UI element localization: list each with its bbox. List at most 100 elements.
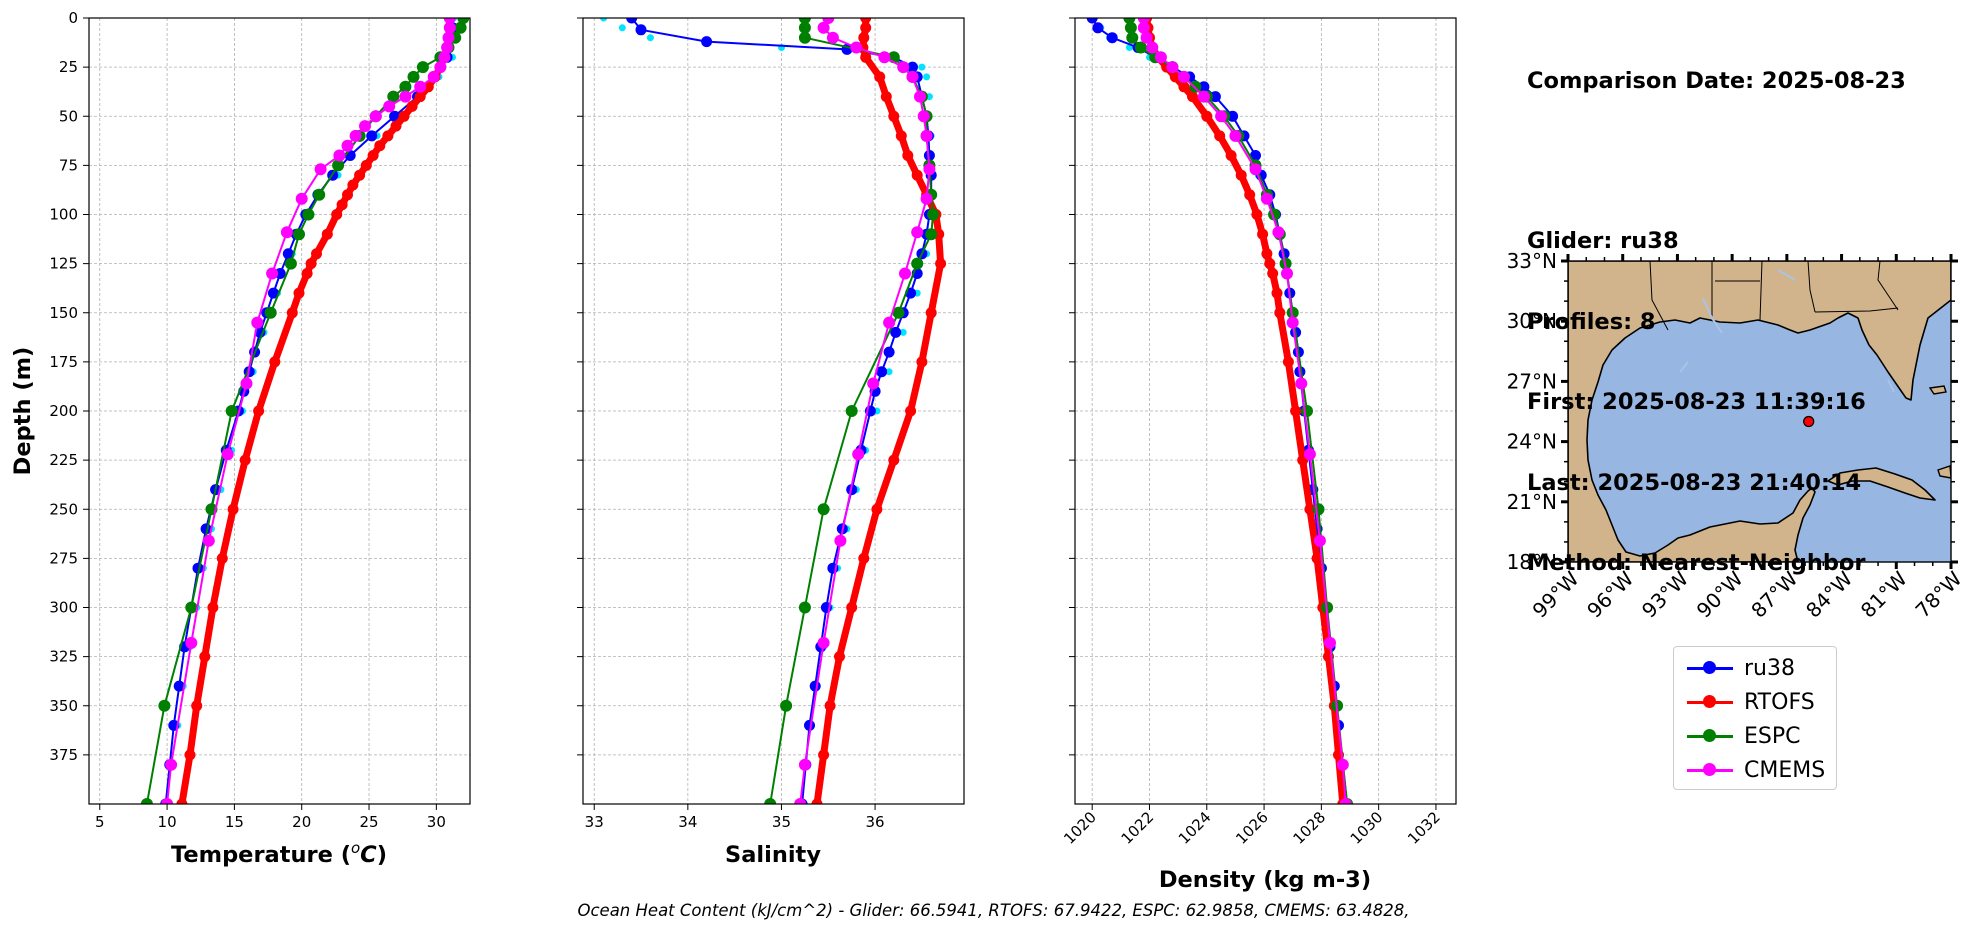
data-point-rtofs bbox=[390, 120, 402, 132]
location-map: 33°N30°N27°N24°N21°N18°N 99°W96°W93°W90°… bbox=[1507, 249, 1967, 623]
data-point-rtofs bbox=[905, 405, 917, 417]
data-point-rtofs bbox=[1271, 287, 1283, 299]
data-point-cmems bbox=[240, 377, 253, 390]
legend-swatch-rtofs bbox=[1684, 689, 1736, 715]
temperature-xlabel-unit: C bbox=[360, 842, 377, 868]
data-point-rtofs bbox=[269, 356, 281, 368]
map-land bbox=[1568, 261, 1951, 562]
data-point-ru38-extra bbox=[918, 63, 926, 71]
data-point-cmems bbox=[878, 51, 891, 64]
data-point-cmems bbox=[850, 41, 863, 54]
data-point-cmems bbox=[1137, 18, 1150, 24]
data-point-rtofs bbox=[1282, 356, 1294, 368]
data-point-ru38 bbox=[890, 326, 902, 338]
density-grid bbox=[1075, 17, 1456, 804]
data-point-cmems bbox=[798, 758, 811, 771]
data-point-espc bbox=[927, 208, 940, 221]
x-tick-label: 1028 bbox=[1289, 808, 1329, 848]
x-tick-label: 1024 bbox=[1175, 808, 1215, 848]
data-point-cmems bbox=[923, 163, 936, 176]
data-point-cmems bbox=[1295, 377, 1308, 390]
data-point-espc bbox=[225, 405, 238, 417]
legend-item-cmems: CMEMS bbox=[1684, 757, 1825, 783]
y-tick-label: 275 bbox=[49, 549, 78, 567]
data-point-cmems bbox=[1272, 226, 1285, 239]
data-point-rtofs bbox=[347, 179, 359, 191]
data-point-rtofs bbox=[286, 307, 298, 319]
data-point-cmems bbox=[266, 267, 279, 280]
legend-item-espc: ESPC bbox=[1684, 723, 1801, 749]
data-point-ru38-extra bbox=[923, 73, 931, 81]
data-point-cmems bbox=[1303, 448, 1316, 461]
data-point-cmems bbox=[442, 31, 455, 44]
data-point-rtofs bbox=[1311, 552, 1323, 564]
data-point-rtofs bbox=[1187, 91, 1198, 103]
data-point-rtofs bbox=[860, 51, 872, 63]
data-point-cmems bbox=[438, 51, 451, 64]
data-point-cmems bbox=[161, 798, 174, 804]
data-point-rtofs bbox=[888, 110, 900, 122]
data-point-cmems bbox=[914, 90, 926, 103]
data-point-cmems bbox=[314, 163, 327, 176]
y-tick-label: 175 bbox=[49, 353, 78, 371]
y-tick-label: 150 bbox=[49, 304, 78, 322]
data-point-espc bbox=[798, 601, 811, 614]
data-point-cmems bbox=[834, 534, 847, 547]
data-point-cmems bbox=[1281, 267, 1293, 280]
data-point-rtofs bbox=[1267, 268, 1279, 279]
data-point-ru38 bbox=[274, 268, 286, 279]
data-point-rtofs bbox=[1214, 130, 1226, 142]
legend-item-ru38: ru38 bbox=[1684, 655, 1795, 681]
legend-label-cmems: CMEMS bbox=[1744, 757, 1826, 783]
legend-swatch-espc bbox=[1684, 723, 1736, 749]
method: Method: Nearest-Neighbor bbox=[1527, 549, 1866, 576]
data-point-rtofs bbox=[895, 130, 907, 142]
data-point-rtofs bbox=[1169, 71, 1181, 83]
data-point-rtofs bbox=[858, 32, 870, 44]
y-tick-label: 225 bbox=[49, 451, 78, 469]
data-point-espc bbox=[399, 80, 412, 93]
data-point-rtofs bbox=[846, 602, 858, 613]
data-point-ru38 bbox=[1086, 18, 1098, 24]
data-point-cmems bbox=[1197, 90, 1210, 103]
data-point-cmems bbox=[1137, 21, 1150, 34]
temperature-xlabel-end: ) bbox=[377, 842, 387, 868]
y-tick-label: 200 bbox=[49, 402, 78, 420]
data-point-espc bbox=[140, 798, 153, 804]
data-point-rtofs bbox=[216, 552, 228, 564]
data-point-espc bbox=[845, 405, 858, 417]
data-point-espc bbox=[1126, 31, 1139, 44]
data-point-ru38-extra bbox=[885, 368, 893, 376]
data-point-cmems bbox=[899, 267, 911, 280]
data-point-cmems bbox=[1313, 534, 1326, 547]
data-point-rtofs bbox=[1244, 189, 1256, 201]
data-point-ru38 bbox=[876, 366, 888, 378]
data-point-cmems bbox=[202, 534, 215, 547]
data-point-ru38 bbox=[907, 61, 918, 73]
temperature-xlabel: Temperature (oC) bbox=[171, 839, 387, 868]
data-point-ru38 bbox=[366, 130, 378, 142]
depth-ylabel: Depth (m) bbox=[10, 347, 36, 476]
data-point-cmems bbox=[1146, 41, 1159, 54]
density-panel: 1020 1022 1024 1026 1028 1030 1032 Density (kg… bbox=[1060, 17, 1457, 893]
lat-tick-label: 18°N bbox=[1507, 550, 1557, 574]
data-point-rtofs bbox=[176, 798, 188, 804]
data-point-cmems bbox=[369, 110, 382, 123]
x-tick-label: 35 bbox=[772, 813, 791, 831]
legend: ru38 RTOFS ESPC CMEMS bbox=[1673, 646, 1837, 790]
data-point-cmems bbox=[1286, 316, 1299, 329]
data-point-cmems bbox=[349, 129, 362, 142]
x-tick-label: 25 bbox=[359, 813, 378, 831]
y-tick-label: 375 bbox=[49, 746, 78, 764]
data-point-rtofs bbox=[414, 91, 426, 103]
data-point-rtofs bbox=[374, 140, 386, 152]
data-point-rtofs bbox=[860, 18, 872, 24]
data-point-cmems bbox=[1154, 51, 1167, 64]
data-point-espc bbox=[1286, 306, 1299, 319]
data-point-rtofs bbox=[382, 130, 394, 142]
data-point-ru38 bbox=[1092, 22, 1104, 34]
data-point-cmems bbox=[1177, 70, 1190, 83]
density-y-ticks bbox=[1069, 17, 1075, 756]
salinity-y-ticks bbox=[577, 17, 583, 756]
